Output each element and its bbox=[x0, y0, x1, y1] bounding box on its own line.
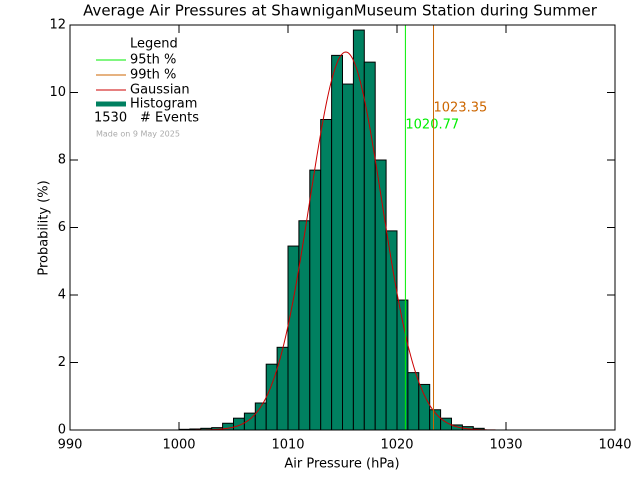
x-tick-label: 1020 bbox=[380, 438, 413, 453]
bar bbox=[320, 119, 333, 431]
legend-label: Histogram bbox=[130, 97, 197, 112]
y-tick-label: 4 bbox=[58, 288, 66, 303]
bar bbox=[331, 54, 344, 431]
chart-title: Average Air Pressures at ShawniganMuseum… bbox=[83, 2, 598, 20]
legend-label: 95th % bbox=[130, 53, 176, 68]
y-tick-label: 10 bbox=[49, 85, 66, 100]
x-tick-label: 1030 bbox=[489, 438, 522, 453]
x-tick-label: 1010 bbox=[271, 438, 304, 453]
bar bbox=[407, 372, 420, 431]
legend-label: 99th % bbox=[130, 68, 176, 83]
x-axis-label: Air Pressure (hPa) bbox=[284, 457, 399, 472]
bar bbox=[342, 83, 354, 431]
events-label: # Events bbox=[140, 111, 199, 126]
bar bbox=[287, 245, 300, 431]
y-tick-label: 8 bbox=[58, 153, 66, 168]
y-tick-label: 12 bbox=[49, 18, 66, 33]
bar bbox=[298, 220, 311, 431]
legend-title: Legend bbox=[130, 37, 178, 52]
y-tick-label: 2 bbox=[58, 355, 66, 370]
x-tick-label: 1000 bbox=[162, 438, 195, 453]
legend-label: Gaussian bbox=[130, 83, 190, 98]
y-tick-label: 6 bbox=[58, 220, 66, 235]
bar bbox=[309, 169, 322, 431]
y-axis-label: Probability (%) bbox=[37, 180, 52, 275]
percentile-label: 1023.35 bbox=[434, 101, 488, 116]
y-tick-label: 0 bbox=[58, 423, 66, 438]
x-tick-label: 1040 bbox=[598, 438, 631, 453]
note: Made on 9 May 2025 bbox=[96, 130, 180, 139]
percentile-label: 1020.77 bbox=[405, 118, 459, 133]
bar bbox=[276, 346, 289, 431]
x-tick-label: 990 bbox=[58, 438, 83, 453]
bar bbox=[363, 61, 376, 431]
events-count: 1530 bbox=[94, 111, 127, 126]
bar bbox=[374, 159, 387, 431]
bar bbox=[418, 383, 431, 431]
